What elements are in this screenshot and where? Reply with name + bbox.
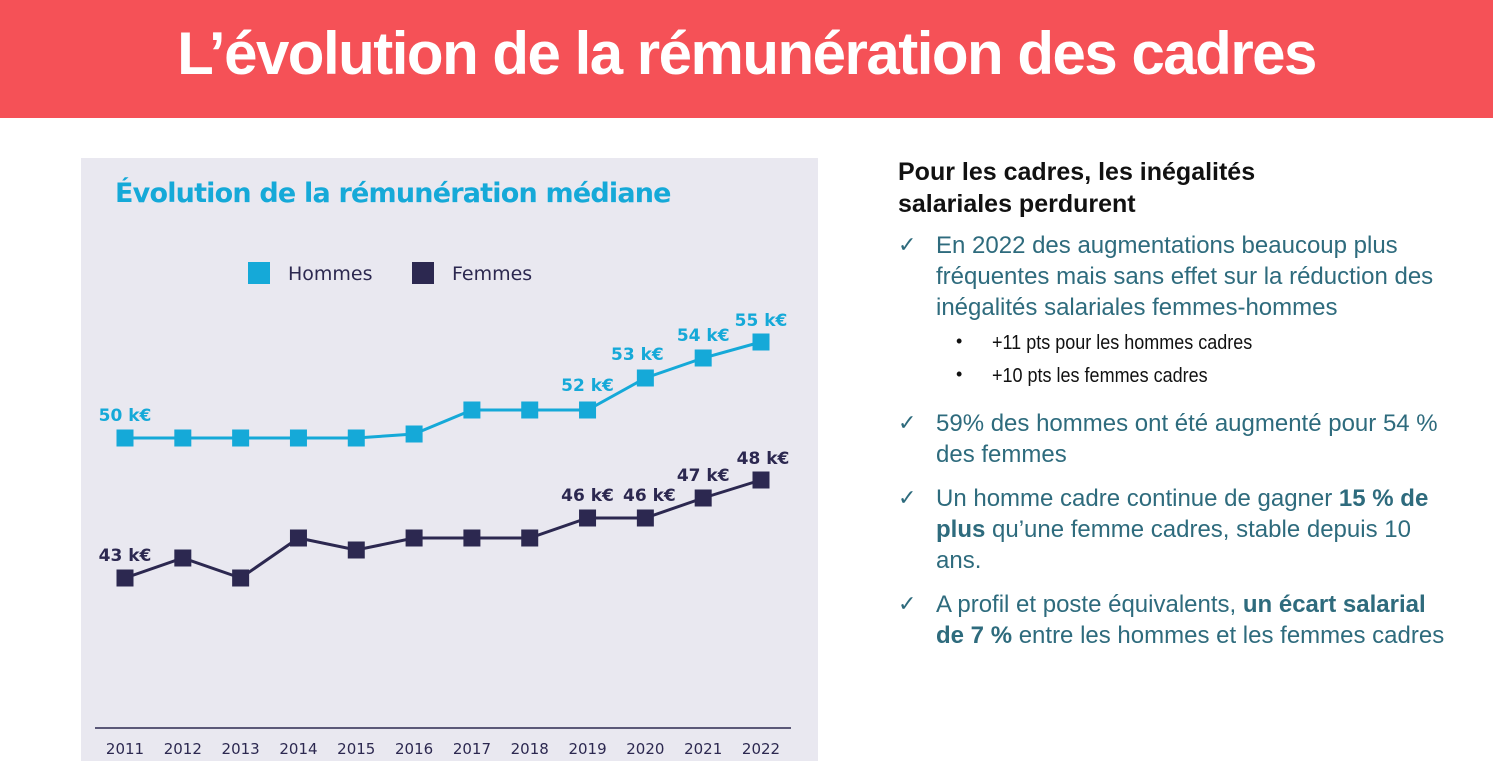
data-point-femmes [347, 541, 365, 559]
data-label: 47 k€ [677, 466, 730, 486]
insight-text-post: entre les hommes et les femmes cadres [1012, 622, 1445, 649]
data-label: 46 k€ [623, 486, 676, 506]
x-tick-label: 2019 [568, 740, 606, 758]
data-point-femmes [463, 529, 481, 547]
data-label: 48 k€ [737, 449, 790, 469]
sub-list-item: • +10 pts les femmes cadres [936, 362, 1458, 395]
data-label: 54 k€ [677, 326, 730, 346]
x-tick-label: 2017 [453, 740, 491, 758]
chart-panel: 2011 2012 2013 2014 2015 2016 2017 2018 2019 2020… [81, 158, 818, 761]
data-label: 46 k€ [561, 486, 614, 506]
sub-list: • +11 pts pour les hommes cadres • +10 p… [936, 329, 1458, 395]
page-title: L’évolution de la rémunération des cadre… [177, 20, 1317, 87]
insight-item: ✓ Un homme cadre continue de gagner 15 %… [898, 483, 1458, 576]
check-icon: ✓ [898, 592, 917, 617]
chart-title: Évolution de la rémunération médiane [115, 178, 671, 209]
data-point-hommes [752, 333, 770, 351]
insight-text: 59% des hommes ont été augmenté pour 54 … [936, 410, 1438, 468]
data-point-femmes [694, 489, 712, 507]
x-tick-label: 2022 [742, 740, 780, 758]
insight-text: En 2022 des augmentations beaucoup plus … [936, 232, 1434, 321]
check-icon: ✓ [898, 411, 917, 436]
data-point-hommes [116, 429, 134, 447]
insights-panel: Pour les cadres, les inégalités salarial… [898, 156, 1458, 664]
data-point-hommes [694, 349, 712, 367]
data-point-hommes [405, 425, 423, 443]
check-icon: ✓ [898, 486, 917, 511]
data-point-femmes [752, 471, 770, 489]
data-point-femmes [405, 529, 423, 547]
x-tick-label: 2011 [106, 740, 144, 758]
sub-item-text: +11 pts pour les hommes cadres [992, 332, 1253, 354]
data-point-hommes [579, 401, 597, 419]
legend-label-femmes: Femmes [452, 263, 533, 285]
x-tick-label: 2015 [337, 740, 375, 758]
x-tick-label: 2016 [395, 740, 433, 758]
x-tick-label: 2018 [511, 740, 549, 758]
data-point-femmes [579, 509, 597, 527]
insight-item: ✓ En 2022 des augmentations beaucoup plu… [898, 230, 1458, 395]
x-tick-label: 2020 [626, 740, 664, 758]
series-line-femmes [124, 478, 762, 580]
insight-text: A profil et poste équivalents, un écart … [936, 589, 1458, 651]
insight-text: Un homme cadre continue de gagner 15 % d… [936, 483, 1458, 576]
x-tick-label: 2014 [279, 740, 317, 758]
insight-text-pre: Un homme cadre continue de gagner [936, 485, 1339, 512]
data-point-femmes [636, 509, 654, 527]
insight-text-post: qu’une femme cadres, stable depuis 10 an… [936, 516, 1411, 574]
data-point-femmes [521, 529, 539, 547]
data-label: 55 k€ [735, 311, 788, 331]
insight-text-strong: 15 % de plus [936, 485, 1429, 543]
sub-item-text: +10 pts les femmes cadres [992, 365, 1208, 387]
data-label: 43 k€ [99, 546, 152, 566]
insight-text-strong: un écart salarial de 7 % [936, 591, 1426, 649]
insights-heading: Pour les cadres, les inégalités salarial… [898, 158, 1256, 218]
legend-swatch-hommes [248, 262, 270, 284]
data-point-hommes [232, 429, 250, 447]
title-banner: L’évolution de la rémunération des cadre… [0, 0, 1493, 118]
data-point-hommes [636, 369, 654, 387]
bullet-icon: • [956, 331, 963, 351]
x-tick-label: 2021 [684, 740, 722, 758]
legend-swatch-femmes [412, 262, 434, 284]
data-point-hommes [347, 429, 365, 447]
check-icon: ✓ [898, 233, 917, 258]
x-tick-label: 2012 [164, 740, 202, 758]
data-label: 50 k€ [99, 406, 152, 426]
data-point-femmes [232, 569, 250, 587]
data-point-hommes [521, 401, 539, 419]
insight-item: ✓ A profil et poste équivalents, un écar… [898, 589, 1458, 651]
x-tick-label: 2013 [222, 740, 260, 758]
legend-label-hommes: Hommes [288, 263, 373, 285]
data-point-femmes [174, 549, 192, 567]
sub-list-item: • +11 pts pour les hommes cadres [936, 329, 1458, 362]
insight-item: ✓ 59% des hommes ont été augmenté pour 5… [898, 408, 1458, 470]
data-label: 52 k€ [561, 376, 614, 396]
insight-text-pre: A profil et poste équivalents, [936, 591, 1243, 618]
data-point-hommes [174, 429, 192, 447]
line-chart: 2011 2012 2013 2014 2015 2016 2017 2018 2019 2020… [95, 311, 791, 758]
data-point-hommes [289, 429, 307, 447]
data-label: 53 k€ [611, 345, 664, 365]
series-line-hommes [125, 340, 762, 440]
data-point-femmes [116, 569, 134, 587]
data-point-hommes [463, 401, 481, 419]
bullet-icon: • [956, 364, 963, 384]
data-point-femmes [289, 529, 307, 547]
